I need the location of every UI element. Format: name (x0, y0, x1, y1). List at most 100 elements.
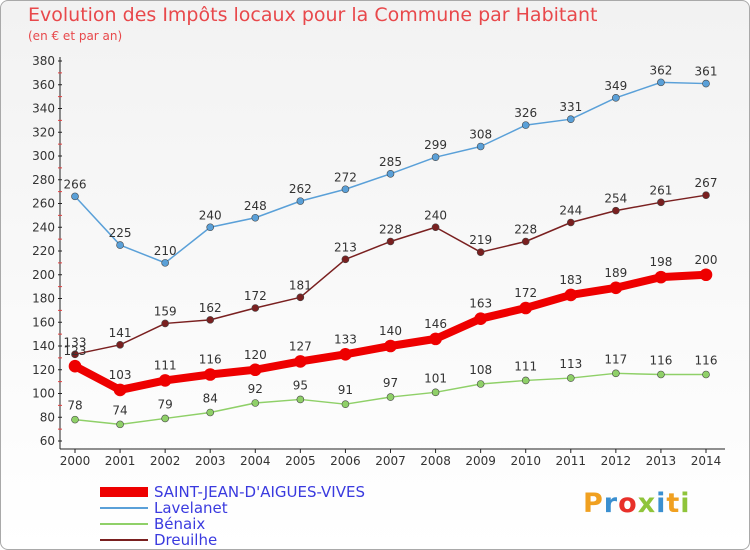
x-tick-label: 2002 (150, 454, 181, 468)
data-point-lavelanet (341, 185, 350, 194)
legend-item: Dreuilhe (100, 531, 400, 549)
data-point-saint-jean-d-aigues-vives (248, 363, 262, 377)
data-point-saint-jean-d-aigues-vives (294, 355, 307, 368)
data-point-dreuilhe (116, 341, 124, 349)
data-label-lavelanet: 331 (559, 100, 582, 114)
data-label-dreuilhe: 172 (244, 289, 267, 303)
data-point-dreuilhe (476, 248, 485, 256)
data-label-saint-jean-d-aigues-vives: 146 (424, 317, 447, 331)
data-label-b-naix: 78 (67, 399, 82, 413)
data-point-b-naix (296, 395, 305, 404)
data-label-lavelanet: 248 (244, 199, 267, 213)
data-label-saint-jean-d-aigues-vives: 189 (604, 266, 627, 280)
data-point-lavelanet (251, 213, 260, 222)
data-label-b-naix: 116 (695, 354, 718, 368)
data-point-dreuilhe (161, 319, 169, 328)
data-point-dreuilhe (521, 237, 530, 246)
data-point-b-naix (341, 400, 350, 408)
data-label-dreuilhe: 254 (604, 192, 627, 206)
data-point-dreuilhe (71, 350, 79, 359)
data-label-lavelanet: 361 (695, 65, 718, 79)
y-tick-label: 300 (32, 149, 55, 163)
data-label-dreuilhe: 181 (289, 278, 312, 292)
logo-letter: i (680, 488, 691, 519)
data-label-b-naix: 108 (469, 363, 492, 377)
data-label-dreuilhe: 267 (695, 176, 718, 190)
data-label-lavelanet: 266 (64, 177, 87, 191)
data-point-b-naix (116, 420, 124, 429)
y-tick-label: 180 (32, 292, 55, 306)
data-label-lavelanet: 272 (334, 170, 357, 184)
data-point-lavelanet (206, 223, 215, 232)
x-tick-label: 2004 (240, 454, 271, 468)
logo-letter: t (666, 488, 681, 519)
data-point-dreuilhe (702, 191, 710, 199)
proxiti-logo: Proxiti (583, 488, 691, 519)
data-label-lavelanet: 262 (289, 182, 312, 196)
data-point-dreuilhe (386, 237, 395, 246)
data-label-dreuilhe: 244 (559, 204, 582, 218)
data-label-lavelanet: 240 (199, 208, 222, 222)
data-label-dreuilhe: 133 (64, 335, 87, 349)
y-tick-label: 220 (32, 244, 55, 258)
x-tick-label: 2001 (105, 454, 136, 468)
logo-letter: r (603, 488, 619, 519)
data-point-dreuilhe (296, 293, 305, 302)
data-label-lavelanet: 299 (424, 138, 447, 152)
legend-item: Lavelanet (100, 499, 400, 517)
data-point-b-naix (161, 414, 169, 423)
y-tick-label: 160 (32, 315, 55, 329)
data-label-dreuilhe: 159 (154, 304, 177, 318)
x-tick-label: 2007 (375, 454, 406, 468)
y-tick-label: 360 (32, 78, 55, 92)
data-label-saint-jean-d-aigues-vives: 111 (154, 358, 177, 372)
data-point-dreuilhe (341, 255, 350, 264)
data-label-saint-jean-d-aigues-vives: 200 (695, 253, 718, 267)
data-label-b-naix: 101 (424, 371, 447, 385)
data-point-dreuilhe (566, 218, 575, 227)
legend-label: Dreuilhe (154, 531, 218, 549)
data-label-lavelanet: 349 (604, 79, 627, 93)
y-tick-label: 260 (32, 197, 55, 211)
legend-swatch (100, 523, 148, 525)
data-point-lavelanet (657, 78, 665, 87)
data-point-saint-jean-d-aigues-vives (113, 383, 127, 397)
data-label-b-naix: 116 (649, 354, 672, 368)
data-label-lavelanet: 225 (109, 226, 132, 240)
y-tick-label: 200 (32, 268, 55, 282)
x-tick-label: 2003 (195, 454, 226, 468)
data-label-lavelanet: 285 (379, 155, 402, 169)
data-point-lavelanet (612, 94, 620, 102)
data-label-dreuilhe: 261 (649, 183, 672, 197)
data-point-b-naix (702, 370, 710, 379)
data-label-b-naix: 111 (514, 359, 537, 373)
y-tick-label: 120 (32, 363, 55, 377)
data-label-saint-jean-d-aigues-vives: 163 (469, 297, 492, 311)
legend-swatch (100, 507, 148, 509)
data-label-dreuilhe: 213 (334, 240, 357, 254)
data-point-b-naix (251, 399, 260, 407)
logo-letter: x (637, 488, 657, 519)
data-point-lavelanet (296, 197, 305, 205)
data-point-saint-jean-d-aigues-vives (384, 339, 397, 353)
data-label-lavelanet: 362 (649, 63, 672, 77)
data-label-b-naix: 95 (293, 378, 308, 392)
logo-letter: o (618, 488, 638, 519)
y-tick-label: 340 (32, 102, 55, 116)
data-label-saint-jean-d-aigues-vives: 133 (334, 332, 357, 346)
y-tick-label: 140 (32, 339, 55, 353)
data-point-saint-jean-d-aigues-vives (68, 359, 82, 373)
data-label-b-naix: 74 (112, 403, 127, 417)
y-tick-label: 280 (32, 173, 55, 187)
x-tick-label: 2012 (601, 454, 632, 468)
data-label-saint-jean-d-aigues-vives: 140 (379, 324, 402, 338)
data-label-dreuilhe: 228 (379, 223, 402, 237)
data-point-saint-jean-d-aigues-vives (158, 374, 172, 387)
x-tick-label: 2006 (330, 454, 361, 468)
data-point-b-naix (386, 393, 395, 401)
y-tick-label: 320 (32, 125, 55, 139)
data-point-lavelanet (161, 259, 169, 267)
data-point-dreuilhe (251, 304, 260, 312)
